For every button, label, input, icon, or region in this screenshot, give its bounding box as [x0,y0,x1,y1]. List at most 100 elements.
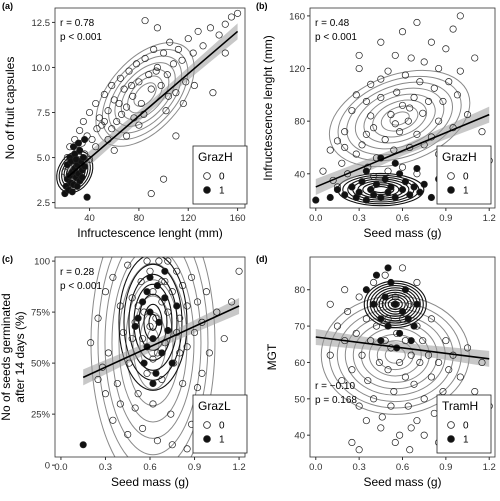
data-point-open [407,351,415,359]
data-point-filled [79,153,87,162]
data-point-open [168,441,176,449]
data-point-open [135,121,143,129]
data-point-open [420,395,428,403]
y-tick-label: 0 [45,461,50,472]
data-point-filled [161,267,169,275]
data-point-open [135,78,143,86]
data-point-filled [381,293,389,301]
data-point-open [113,379,121,388]
legend-label: 1 [219,435,225,446]
data-point-open [390,146,398,154]
data-point-open [456,67,464,75]
density-contour [118,257,188,391]
data-point-filled [391,159,399,167]
data-point-filled [384,264,392,272]
data-point-open [416,78,424,86]
data-point-filled [149,379,157,388]
data-point-filled [391,300,399,308]
data-point-open [209,89,217,97]
data-point-filled [326,193,334,202]
density-contour [381,293,409,315]
trend-line [315,336,490,360]
data-point-open [439,97,447,105]
y-axis-label: No of fruit capsules [3,57,17,160]
data-point-open [367,112,375,120]
density-contour [101,48,189,141]
data-point-open [407,424,415,432]
data-point-open [227,13,235,21]
data-point-open [113,117,121,126]
data-point-open [158,375,166,383]
data-point-filled [372,180,381,188]
x-tick-label: 80 [134,213,145,224]
trend-line [66,30,239,178]
data-point-filled [348,183,356,191]
data-point-open [430,84,438,92]
data-point-open [367,80,375,88]
y-tick-label: 7.5 [37,108,50,119]
data-point-open [234,9,242,17]
data-point-open [183,445,191,453]
data-point-open [391,51,399,59]
data-point-open [176,314,184,322]
data-point-open [362,417,370,425]
data-point-open [189,49,197,57]
data-point-open [174,45,182,53]
data-point-open [124,261,132,269]
data-point-filled [76,146,84,154]
y-tick-label: 80 [294,117,305,128]
data-point-open [377,38,385,46]
x-axis-label: Seed mass (g) [363,475,441,489]
data-point-open [355,51,363,59]
data-point-open [406,446,414,454]
data-point-open [116,74,124,82]
data-point-filled [407,337,415,345]
legend-label: 0 [219,172,225,183]
data-point-open [194,27,202,35]
plot-area [79,257,243,457]
data-point-open [162,107,170,115]
data-point-open [213,308,221,316]
data-point-filled [372,271,381,279]
data-point-filled [83,193,91,201]
data-point-open [168,288,176,296]
data-point-open [463,111,472,119]
data-point-open [128,294,136,302]
data-point-filled [410,183,418,191]
y-axis-label-line: after 14 days (%) [13,311,27,402]
stats-annotation: p = 0.168 [315,395,357,406]
data-point-open [183,302,191,310]
data-point-filled [381,175,389,183]
density-contour [380,105,419,132]
density-contour [378,291,412,317]
panel-b: (b) 0.0 0.3 0.6 0.9 1.2 40 80 120 160 Seed mass (g… [256,1,496,240]
density-contour [104,257,202,456]
data-point-filled [391,193,399,202]
data-point-open [188,273,196,281]
data-point-open [76,126,84,135]
panel-label: (a) [2,1,13,11]
data-point-open [391,293,399,301]
data-point-open [172,89,180,97]
x-axis-label: Seed mass (g) [111,475,189,489]
data-point-open [137,277,145,286]
y-tick-label: 50% [31,359,51,370]
x-tick-label: 0.0 [309,462,322,473]
x-tick-label: 1.2 [483,462,496,473]
data-point-open [153,24,161,32]
data-point-open [396,128,404,136]
data-point-filled [74,139,82,147]
y-tick-label: 12.5 [32,18,51,29]
density-contour [97,257,209,457]
legend-key [447,421,455,429]
data-point-open [338,159,346,167]
density-contour [118,262,188,423]
data-point-filled [341,191,349,199]
density-contour [95,42,195,147]
data-point-filled [131,322,139,330]
data-point-filled [134,314,142,322]
data-point-open [416,358,424,367]
data-point-open [410,93,418,102]
